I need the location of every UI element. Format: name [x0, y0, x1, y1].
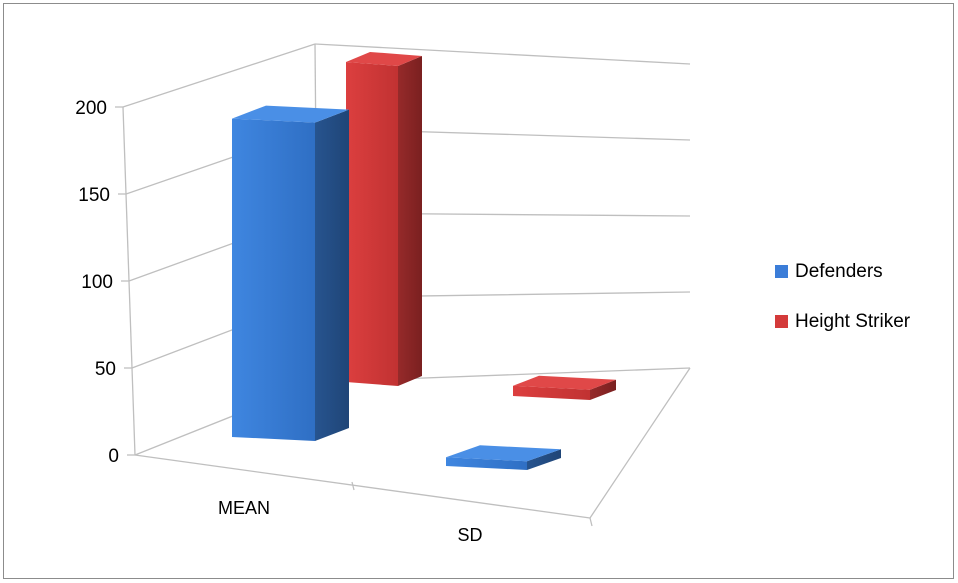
legend-swatch [775, 315, 788, 328]
bar-front-face [513, 385, 590, 400]
x-tick-mark [351, 481, 355, 491]
y-tick-label: 50 [95, 359, 116, 380]
bar-top-face [513, 375, 616, 390]
bar-side-face [527, 449, 561, 470]
bar-defenders-mean [232, 105, 349, 441]
bar-defenders-sd [446, 445, 561, 470]
y-tick-label: 150 [78, 185, 110, 206]
bar-side-face [590, 379, 616, 400]
bar-side-face [398, 55, 422, 386]
left-wall-top [122, 43, 316, 108]
legend-label: Defenders [795, 261, 883, 282]
floor-right [589, 367, 691, 519]
y-tick-label: 200 [75, 98, 107, 119]
legend-swatch [775, 265, 788, 278]
bar-top-face [346, 51, 422, 66]
bar-front-face [232, 118, 315, 441]
y-tick-label: 100 [81, 272, 113, 293]
bar-top-face [446, 445, 561, 462]
x-tick-mark [589, 517, 593, 527]
x-category-label: SD [457, 525, 482, 545]
bar-top-face [232, 105, 349, 123]
bars [232, 51, 616, 470]
floor-front [134, 454, 591, 519]
bar-height-striker-sd [513, 375, 616, 400]
legend-label: Height Striker [795, 311, 911, 332]
back-top [314, 43, 691, 65]
chart-frame [3, 3, 954, 579]
x-axis: MEAN SD [218, 481, 593, 545]
bar-height-striker-mean [346, 51, 422, 386]
y-tick-label: 0 [108, 446, 119, 467]
bar-side-face [315, 109, 349, 441]
bar-front-face [346, 61, 398, 386]
x-category-label: MEAN [218, 498, 270, 518]
bar-front-face [446, 457, 527, 470]
y-axis: 0 50 100 150 200 [75, 98, 135, 467]
legend: Defenders Height Striker [775, 261, 911, 332]
